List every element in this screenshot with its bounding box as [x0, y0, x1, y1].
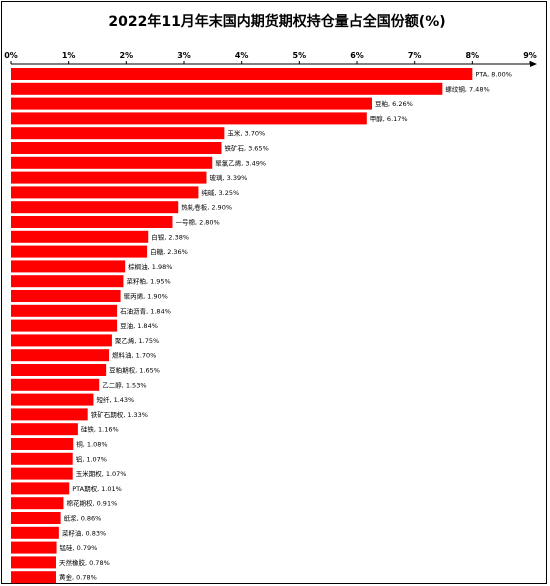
bar [11, 216, 173, 228]
data-label: 硅铁, 1.16% [81, 425, 119, 434]
data-label: 乙二醇, 1.53% [102, 380, 146, 389]
bar [11, 526, 59, 539]
bar [11, 171, 207, 184]
x-axis-arrow [530, 61, 537, 67]
bars [11, 68, 473, 584]
bar [11, 142, 222, 154]
data-label: PTA, 8.00% [475, 71, 512, 79]
data-label: 豆粕, 6.26% [375, 99, 413, 108]
bar [11, 364, 107, 376]
bar [11, 97, 372, 110]
bar [11, 156, 213, 169]
x-tick-label: 3% [177, 51, 191, 60]
data-label: 白银, 2.38% [151, 232, 189, 241]
data-label: 甲醇, 6.17% [370, 114, 408, 123]
x-tick-label: 0% [4, 51, 18, 60]
data-label: 天然橡胶, 0.78% [59, 558, 110, 567]
bar [11, 82, 443, 95]
bar [11, 452, 73, 465]
data-label: 锰硅, 0.79% [60, 543, 98, 552]
data-label: 棉花期权, 0.91% [66, 499, 117, 508]
data-label: 菜籽油, 0.83% [62, 528, 106, 537]
x-tick-label: 2% [120, 51, 134, 60]
x-tick-label: 8% [466, 51, 480, 60]
bar [11, 423, 78, 436]
bar [11, 408, 88, 421]
data-label: 棕榈油, 1.98% [128, 262, 172, 271]
data-label: 豆油, 1.84% [120, 321, 158, 330]
data-label: 铜, 1.08% [76, 440, 107, 449]
data-labels: PTA, 8.00% 螺纹钢, 7.48% 豆粕, 6.26% 甲醇, 6.17% 玉米… [59, 71, 512, 582]
chart-title: 2022年11月年末国内期货期权持仓量占全国份额(%) [108, 14, 446, 30]
bar [11, 112, 367, 125]
data-label: 螺纹钢, 7.48% [445, 84, 489, 93]
bar [11, 68, 473, 80]
data-label: PTA期权, 1.01% [72, 484, 122, 493]
data-label: 短纤, 1.43% [96, 395, 134, 404]
data-label: 黄金, 0.78% [59, 573, 97, 582]
bar [11, 482, 70, 495]
data-label: 豆粕期权, 1.65% [109, 366, 160, 375]
data-label: 玉米, 3.70% [227, 129, 265, 138]
bar [11, 201, 179, 214]
bar [11, 319, 118, 332]
x-tick-label: 7% [408, 51, 422, 60]
data-label: 纯碱, 3.25% [201, 188, 239, 197]
data-label: 白糖, 2.36% [150, 247, 188, 256]
bar [11, 127, 225, 140]
data-label: 铝, 1.07% [76, 454, 107, 463]
data-label: 玉米期权, 1.07% [76, 469, 127, 478]
x-tick-label: 9% [523, 51, 537, 60]
bar [11, 290, 121, 302]
x-tick-label: 5% [293, 51, 307, 60]
data-label: 聚氯乙烯, 3.49% [215, 158, 266, 167]
bar [11, 349, 110, 362]
data-label: 热轧卷板, 2.90% [181, 203, 232, 212]
bar [11, 245, 148, 258]
bar [11, 393, 94, 406]
bar [11, 230, 149, 243]
data-label: 燃料油, 1.70% [112, 351, 156, 360]
data-label: 铁矿石, 3.65% [224, 144, 268, 153]
data-label: 铁矿石期权, 1.33% [91, 410, 148, 419]
bar [11, 186, 199, 199]
data-label: 聚丙烯, 1.90% [124, 292, 168, 301]
x-axis: 0% 1% 2% 3% 4% 5% 6% 7% 8% 9% [4, 51, 537, 67]
bar [11, 438, 74, 450]
data-label: 纸浆, 0.86% [64, 514, 102, 523]
bar [11, 260, 126, 273]
bar [11, 334, 112, 347]
bar [11, 378, 100, 391]
bar [11, 556, 56, 569]
data-label: 石油沥青, 1.84% [120, 306, 171, 315]
x-tick-label: 4% [235, 51, 249, 60]
bar [11, 497, 64, 510]
data-label: 菜籽粕, 1.95% [126, 277, 170, 286]
bar [11, 304, 118, 317]
data-label: 聚乙烯, 1.75% [115, 336, 159, 345]
data-label: 一号棉, 2.80% [175, 218, 219, 227]
bar [11, 467, 73, 480]
x-tick-label: 1% [62, 51, 76, 60]
bar [11, 541, 57, 554]
bar [11, 512, 61, 524]
bar [11, 275, 124, 288]
data-label: 玻璃, 3.39% [209, 173, 247, 182]
x-tick-label: 6% [350, 51, 364, 60]
bar [11, 571, 56, 584]
